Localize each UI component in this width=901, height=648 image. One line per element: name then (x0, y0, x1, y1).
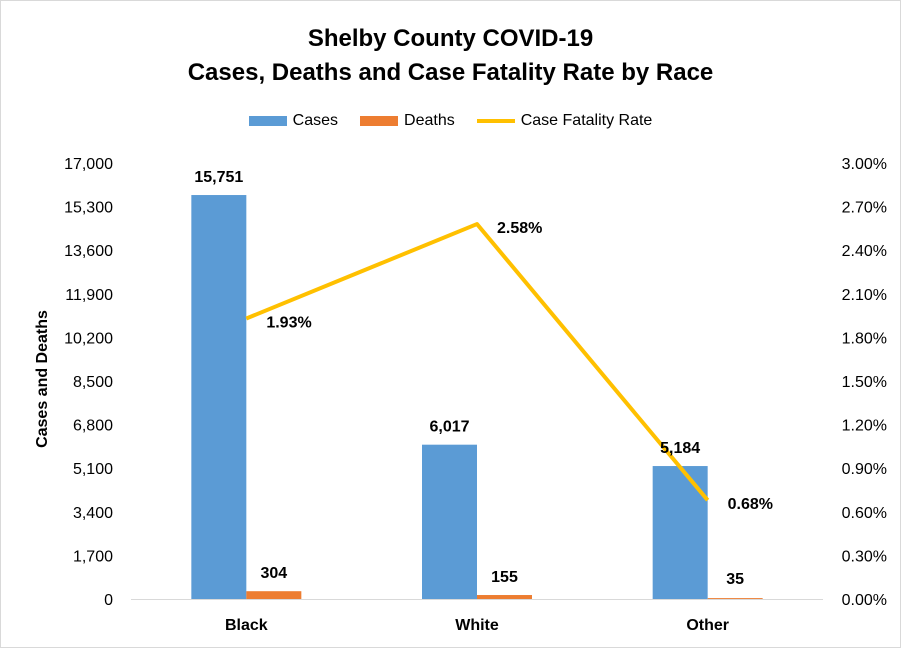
y2-tick-label: 1.50% (842, 374, 887, 391)
category-labels: Black White Other (225, 617, 729, 634)
y-tick-label: 13,600 (64, 243, 113, 260)
legend-label-cfr: Case Fatality Rate (520, 112, 653, 129)
bar-deaths-white (477, 595, 532, 599)
y2-tick-label: 0.30% (842, 548, 887, 565)
bar-deaths-other (707, 598, 763, 599)
legend-swatch-cfr (476, 119, 515, 123)
bar-deaths-black (246, 591, 302, 599)
y2-tick-label: 0.90% (842, 461, 887, 478)
data-label-cfr: 1.93% (266, 315, 311, 332)
legend-label-cases: Cases (292, 112, 339, 129)
data-labels: 15,751 304 6,017 155 5,184 35 1.93% 2.58% 0.68% (194, 169, 773, 588)
y2-tick-label: 2.10% (842, 287, 887, 304)
y-tick-label: 5,100 (73, 461, 113, 478)
data-label-cfr: 0.68% (728, 496, 773, 513)
y2-tick-label: 1.80% (842, 330, 887, 347)
data-label-cases: 6,017 (429, 419, 469, 436)
right-axis: 0.00% 0.30% 0.60% 0.90% 1.20% 1.50% 1.80% 2.10%… (842, 156, 887, 609)
legend-swatch-cases (248, 116, 287, 126)
y-axis-title: Cases and Deaths (34, 310, 51, 448)
y-tick-label: 11,900 (65, 287, 113, 304)
y2-tick-label: 2.70% (842, 200, 887, 217)
legend-label-deaths: Deaths (404, 112, 455, 129)
cfr-line (245, 222, 710, 502)
data-label-deaths: 155 (491, 569, 518, 586)
bar-cases-black (191, 195, 247, 599)
x-tick-label: Other (686, 617, 729, 634)
y-tick-label: 15,300 (64, 200, 113, 217)
bar-cases-white (422, 444, 477, 599)
x-tick-label: Black (225, 617, 268, 634)
legend-item-cfr: Case Fatality Rate (476, 112, 653, 130)
data-label-deaths: 304 (260, 565, 287, 582)
data-label-cases: 15,751 (194, 169, 243, 186)
y-tick-label: 1,700 (73, 548, 113, 565)
y2-tick-label: 0.00% (842, 592, 887, 609)
bars (191, 195, 763, 599)
y-tick-label: 10,200 (64, 330, 113, 347)
y2-tick-label: 1.20% (842, 418, 887, 435)
y-tick-label: 17,000 (64, 156, 113, 173)
y2-tick-label: 2.40% (842, 243, 887, 260)
x-tick-label: White (455, 617, 499, 634)
data-label-cfr: 2.58% (497, 220, 542, 237)
y2-tick-label: 3.00% (842, 156, 887, 173)
y2-tick-label: 0.60% (842, 505, 887, 522)
y-tick-label: 0 (104, 592, 113, 609)
y-tick-label: 3,400 (73, 505, 113, 522)
data-label-cases: 5,184 (660, 440, 700, 457)
chart-subtitle: Cases, Deaths and Case Fatality Rate by … (187, 59, 714, 86)
legend-item-deaths: Deaths (360, 112, 455, 130)
chart-title: Shelby County COVID-19 (307, 25, 594, 52)
cfr-line-group (245, 222, 710, 502)
y-tick-label: 8,500 (73, 374, 113, 391)
legend-swatch-deaths (360, 116, 399, 126)
chart-legend: Cases Deaths Case Fatality Rate (1, 112, 900, 130)
left-axis: 0 1,700 3,400 5,100 6,800 8,500 10,200 11,900 13… (64, 156, 823, 609)
data-label-deaths: 35 (726, 571, 744, 588)
bar-cases-other (652, 466, 708, 599)
legend-item-cases: Cases (248, 112, 339, 130)
y-tick-label: 6,800 (73, 418, 113, 435)
